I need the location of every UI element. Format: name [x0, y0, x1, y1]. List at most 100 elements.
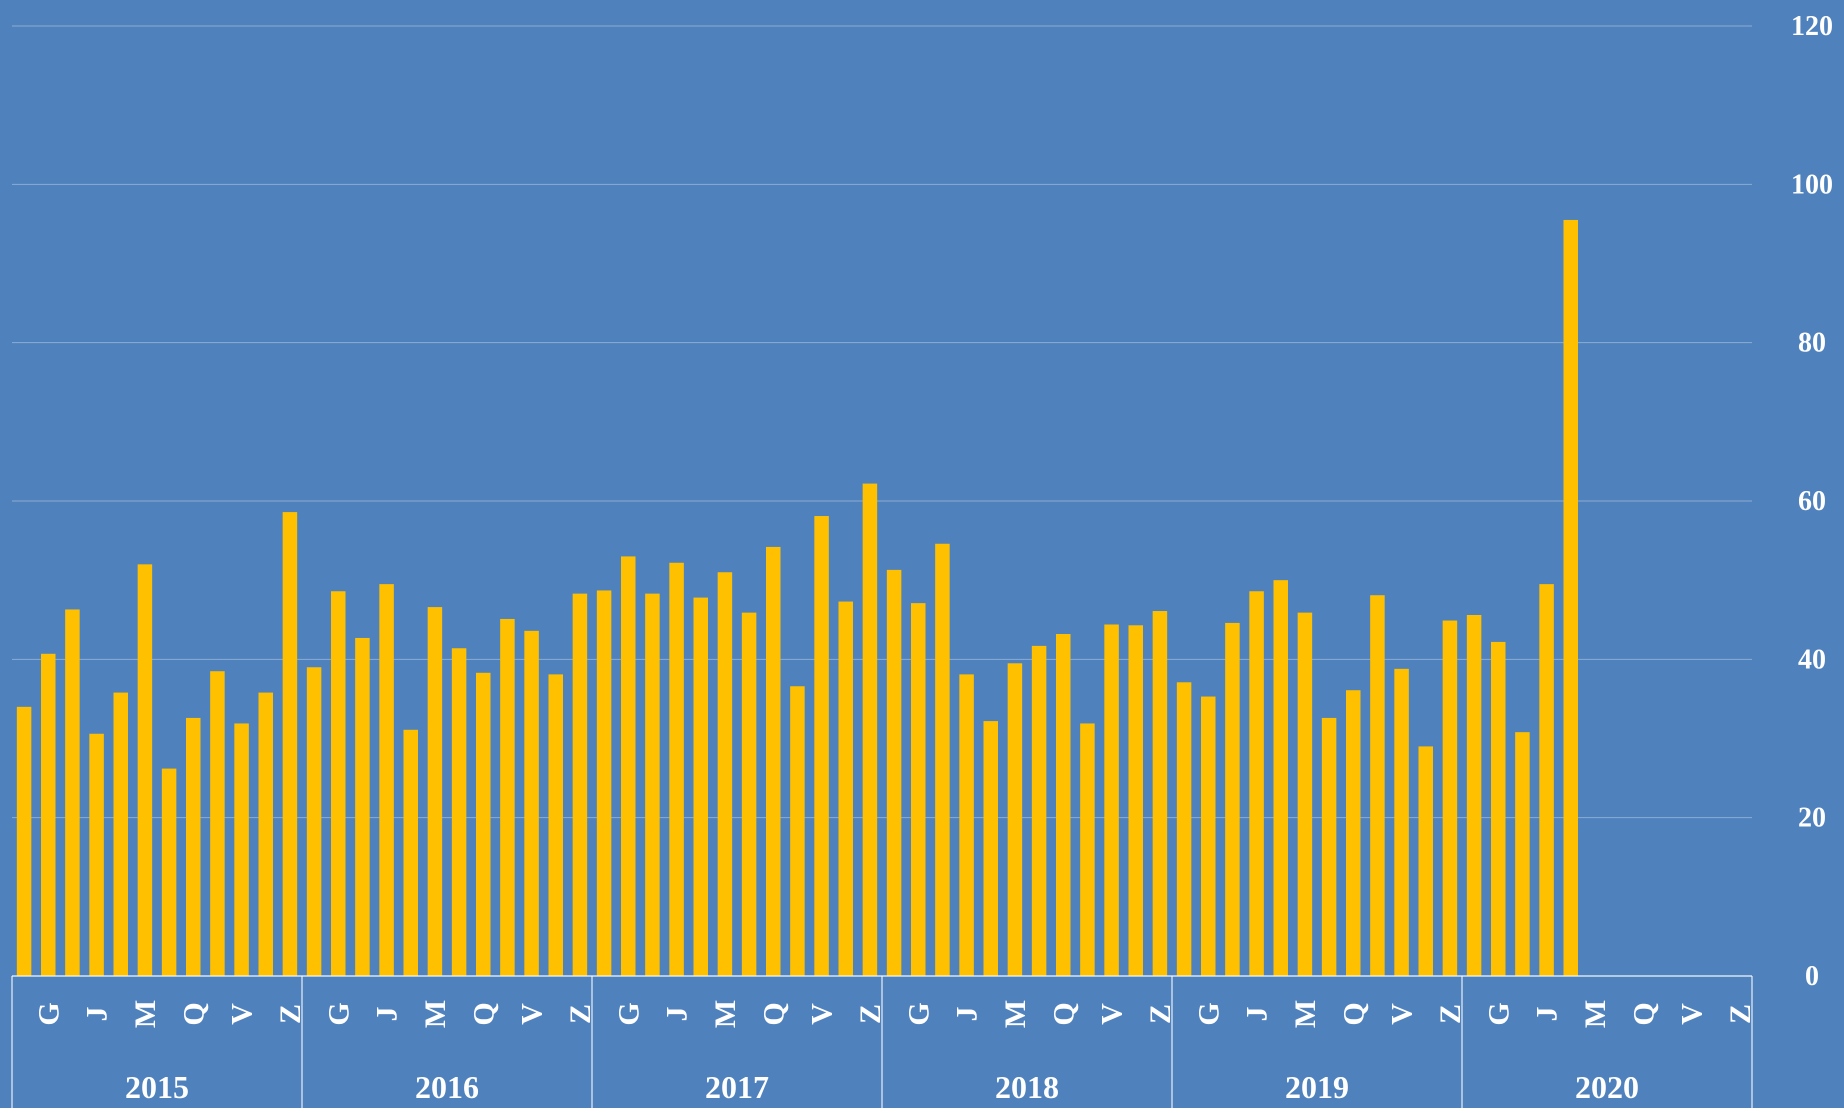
- bar: [1056, 634, 1071, 976]
- x-tick-label: Z: [274, 1004, 307, 1024]
- x-tick-label: Q: [467, 1002, 500, 1025]
- group-label: 2016: [415, 1069, 479, 1105]
- bar: [911, 603, 926, 976]
- bar: [524, 630, 539, 976]
- bar: [1273, 580, 1288, 976]
- bar: [669, 562, 684, 976]
- bar: [693, 597, 708, 976]
- x-tick-label: G: [322, 1002, 355, 1025]
- x-tick-label: G: [612, 1002, 645, 1025]
- x-tick-label: Z: [1724, 1004, 1757, 1024]
- bar: [234, 723, 249, 976]
- bar: [379, 584, 394, 976]
- bar: [186, 717, 201, 976]
- bar: [210, 671, 225, 976]
- x-tick-label: Q: [177, 1002, 210, 1025]
- bar: [621, 556, 636, 976]
- bar: [1249, 591, 1264, 976]
- x-tick-label: M: [419, 1000, 452, 1028]
- x-tick-label: M: [709, 1000, 742, 1028]
- x-tick-label: V: [1676, 1003, 1709, 1025]
- x-tick-label: V: [516, 1003, 549, 1025]
- bar: [1176, 682, 1192, 976]
- bar: [1080, 723, 1095, 976]
- y-tick-label: 120: [1791, 11, 1833, 42]
- x-tick-label: G: [902, 1002, 935, 1025]
- bar: [476, 672, 491, 976]
- bar: [282, 512, 298, 976]
- bar: [935, 543, 950, 976]
- bar: [137, 564, 153, 976]
- x-tick-label: V: [226, 1003, 259, 1025]
- bar: [1418, 746, 1433, 976]
- group-label: 2017: [705, 1069, 769, 1105]
- x-tick-label: Z: [1434, 1004, 1467, 1024]
- bar: [1491, 641, 1506, 976]
- bar: [1370, 595, 1385, 976]
- x-tick-label: J: [1241, 1007, 1274, 1022]
- bar: [1152, 611, 1168, 976]
- y-tick-label: 100: [1791, 169, 1833, 200]
- x-tick-label: J: [371, 1007, 404, 1022]
- bar: [1442, 620, 1458, 976]
- bar: [306, 667, 322, 976]
- y-tick-label: 0: [1805, 961, 1819, 992]
- bar: [1104, 624, 1119, 976]
- bar: [790, 686, 805, 976]
- bar: [959, 674, 974, 976]
- bar: [331, 591, 346, 976]
- bar: [355, 637, 370, 976]
- bar: [717, 572, 733, 976]
- bar: [500, 618, 515, 976]
- bar: [1128, 625, 1143, 976]
- bar: [65, 609, 80, 976]
- x-tick-label: J: [661, 1007, 694, 1022]
- bar: [862, 483, 878, 976]
- bar: [161, 768, 177, 976]
- group-label: 2018: [995, 1069, 1059, 1105]
- x-tick-label: Z: [564, 1004, 597, 1024]
- bar: [89, 733, 104, 976]
- x-tick-label: V: [1096, 1003, 1129, 1025]
- bar: [886, 569, 902, 976]
- bar: [766, 546, 781, 976]
- bar: [1563, 219, 1578, 977]
- bar: [983, 721, 998, 976]
- bar: [814, 516, 829, 976]
- x-tick-label: G: [32, 1002, 65, 1025]
- y-tick-label: 60: [1798, 486, 1826, 517]
- bar: [41, 653, 56, 976]
- x-tick-label: Q: [757, 1002, 790, 1025]
- x-tick-label: Q: [1337, 1002, 1370, 1025]
- bar: [113, 692, 128, 976]
- x-tick-label: M: [129, 1000, 162, 1028]
- bar: [838, 601, 853, 976]
- bar: [427, 607, 443, 976]
- bar: [16, 706, 32, 976]
- bar: [596, 590, 612, 976]
- x-tick-label: Z: [854, 1004, 887, 1024]
- x-tick-label: J: [1531, 1007, 1564, 1022]
- x-tick-label: Q: [1047, 1002, 1080, 1025]
- bar: [572, 593, 588, 976]
- bar: [1515, 732, 1530, 976]
- bar: [258, 692, 273, 976]
- x-tick-label: V: [806, 1003, 839, 1025]
- group-label: 2019: [1285, 1069, 1349, 1105]
- x-tick-label: M: [1289, 1000, 1322, 1028]
- bar: [1346, 690, 1361, 976]
- bar: [1007, 663, 1023, 976]
- x-tick-label: V: [1386, 1003, 1419, 1025]
- x-tick-label: Q: [1627, 1002, 1660, 1025]
- x-tick-label: J: [81, 1007, 114, 1022]
- bar: [1031, 645, 1047, 976]
- bar: [645, 593, 660, 976]
- y-tick-label: 40: [1798, 644, 1826, 675]
- x-tick-label: G: [1192, 1002, 1225, 1025]
- x-tick-label: M: [999, 1000, 1032, 1028]
- bar: [403, 729, 418, 976]
- bar: [1394, 668, 1409, 976]
- bar: [1321, 717, 1337, 976]
- bar: [1225, 622, 1240, 976]
